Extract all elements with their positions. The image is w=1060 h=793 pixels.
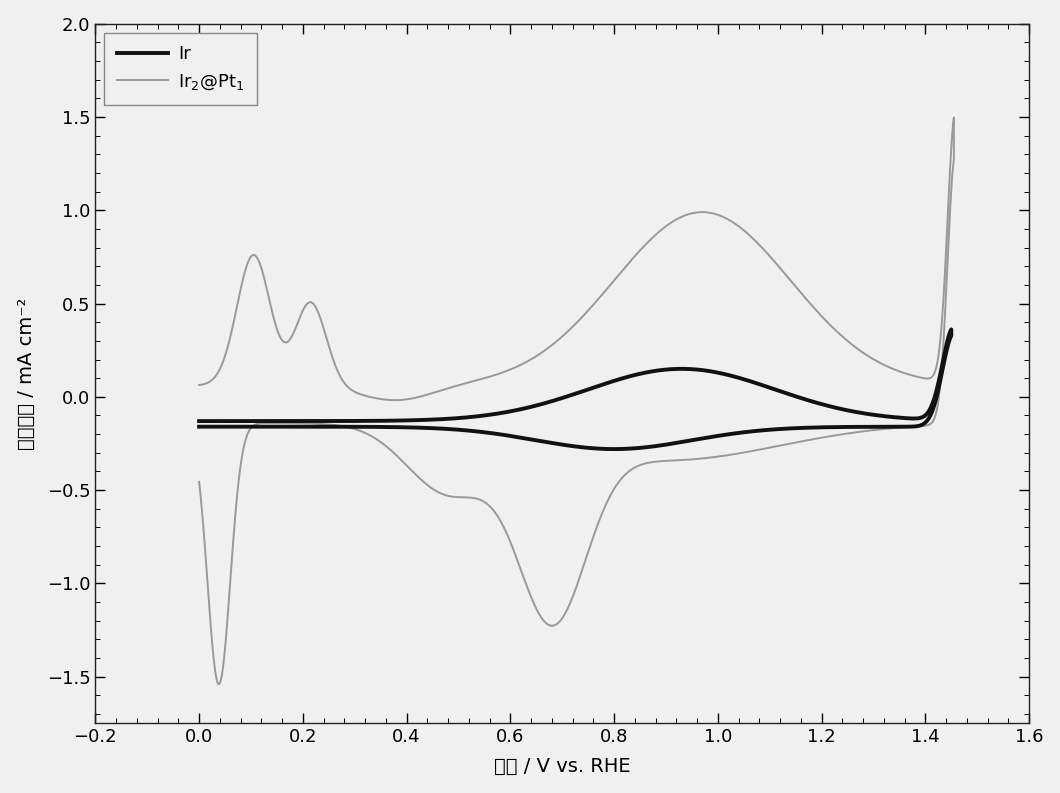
Ir$_2$@Pt$_1$ [513, 561, 526, 571]
Ir [222, 416, 234, 426]
Ir$_2$@Pt$_1$ [236, 446, 249, 456]
Ir [873, 411, 886, 420]
Ir [944, 324, 957, 334]
Line: Ir: Ir [199, 329, 951, 449]
Ir [193, 416, 206, 426]
Ir$_2$@Pt$_1$ [887, 364, 900, 374]
Ir [462, 412, 475, 422]
Ir$_2$@Pt$_1$ [270, 322, 283, 331]
Ir$_2$@Pt$_1$ [948, 113, 960, 122]
Ir [608, 444, 621, 454]
Y-axis label: 电流密度 / mA cm⁻²: 电流密度 / mA cm⁻² [17, 297, 36, 450]
Ir$_2$@Pt$_1$ [193, 477, 206, 486]
Ir$_2$@Pt$_1$ [235, 450, 248, 460]
X-axis label: 电位 / V vs. RHE: 电位 / V vs. RHE [494, 757, 631, 776]
Ir [288, 422, 301, 431]
Ir [928, 404, 940, 413]
Line: Ir$_2$@Pt$_1$: Ir$_2$@Pt$_1$ [199, 117, 954, 684]
Ir [659, 440, 672, 450]
Ir [193, 422, 206, 431]
Ir$_2$@Pt$_1$ [212, 680, 225, 689]
Ir$_2$@Pt$_1$ [928, 370, 940, 380]
Legend: Ir, Ir$_2$@Pt$_1$: Ir, Ir$_2$@Pt$_1$ [105, 33, 258, 105]
Ir$_2$@Pt$_1$ [193, 381, 206, 390]
